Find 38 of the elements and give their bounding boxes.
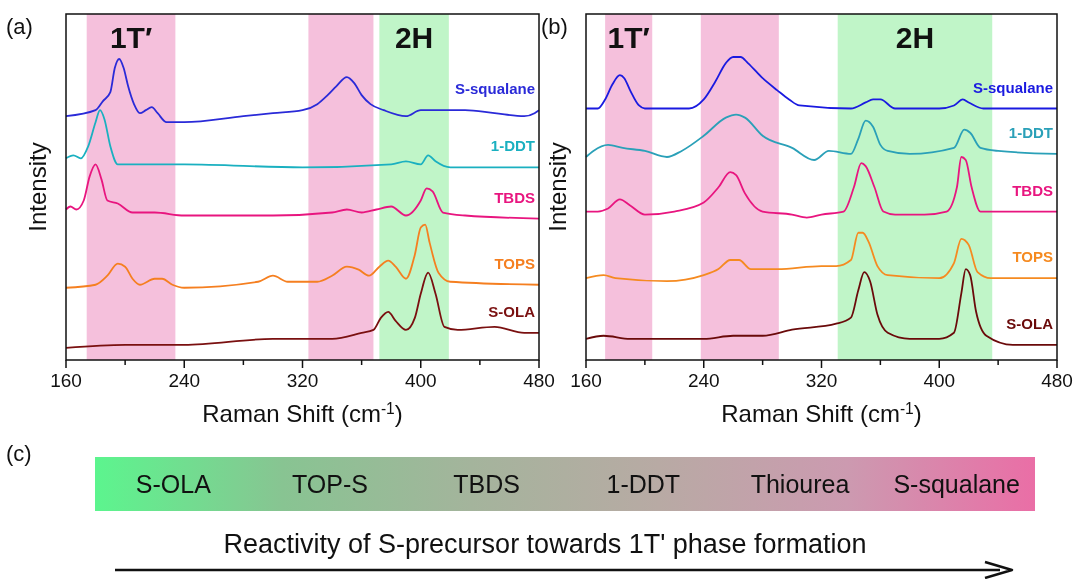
- x-tick-label: 160: [50, 370, 82, 391]
- category-label: S-OLA: [135, 470, 212, 498]
- series-label: TBDS: [494, 188, 535, 206]
- text: (c): [6, 441, 32, 466]
- category-label: 1-DDT: [606, 470, 681, 498]
- series-label: 1-DDT: [490, 137, 535, 155]
- band-label: 1T′: [109, 21, 153, 54]
- category-label: TOP-S: [292, 470, 368, 498]
- y-axis-title: Intensity: [24, 142, 51, 232]
- x-tick-label: 400: [923, 370, 956, 391]
- band-label: 2H: [394, 21, 434, 54]
- series-label: TBDS: [1012, 181, 1053, 199]
- x-tick-label: 160: [570, 370, 602, 391]
- y-axis-title: Intensity: [544, 142, 571, 232]
- x-axis-title: Raman Shift (cm$^{-1}$): [721, 399, 922, 427]
- series-label: S-squalane: [972, 78, 1053, 96]
- category-label: TBDS: [453, 470, 521, 498]
- x-tick-label: 240: [168, 370, 201, 391]
- series-label: S-OLA: [1006, 314, 1054, 332]
- text: Reactivity of S-precursor towards 1T' phase formation: [223, 529, 867, 559]
- category-label: Thiourea: [750, 470, 850, 498]
- series-label: TOPS: [494, 254, 535, 272]
- x-tick-label: 320: [805, 370, 838, 391]
- chart-title: (b): [541, 14, 568, 39]
- x-tick-label: 400: [404, 370, 437, 391]
- series-label: 1-DDT: [1008, 123, 1053, 141]
- category-label: S-squalane: [893, 470, 1020, 498]
- x-tick-label: 320: [286, 370, 319, 391]
- series-label: TOPS: [1012, 248, 1053, 266]
- x-tick-label: 480: [523, 370, 555, 391]
- x-axis-title: Raman Shift (cm$^{-1}$): [202, 399, 403, 427]
- x-tick-label: 480: [1041, 370, 1073, 391]
- series-label: S-squalane: [454, 80, 535, 98]
- band-label: 2H: [895, 21, 935, 54]
- x-tick-label: 240: [687, 370, 720, 391]
- band-label: 1T′: [607, 21, 650, 54]
- series-label: S-OLA: [488, 302, 536, 320]
- chart-title: (a): [6, 14, 33, 39]
